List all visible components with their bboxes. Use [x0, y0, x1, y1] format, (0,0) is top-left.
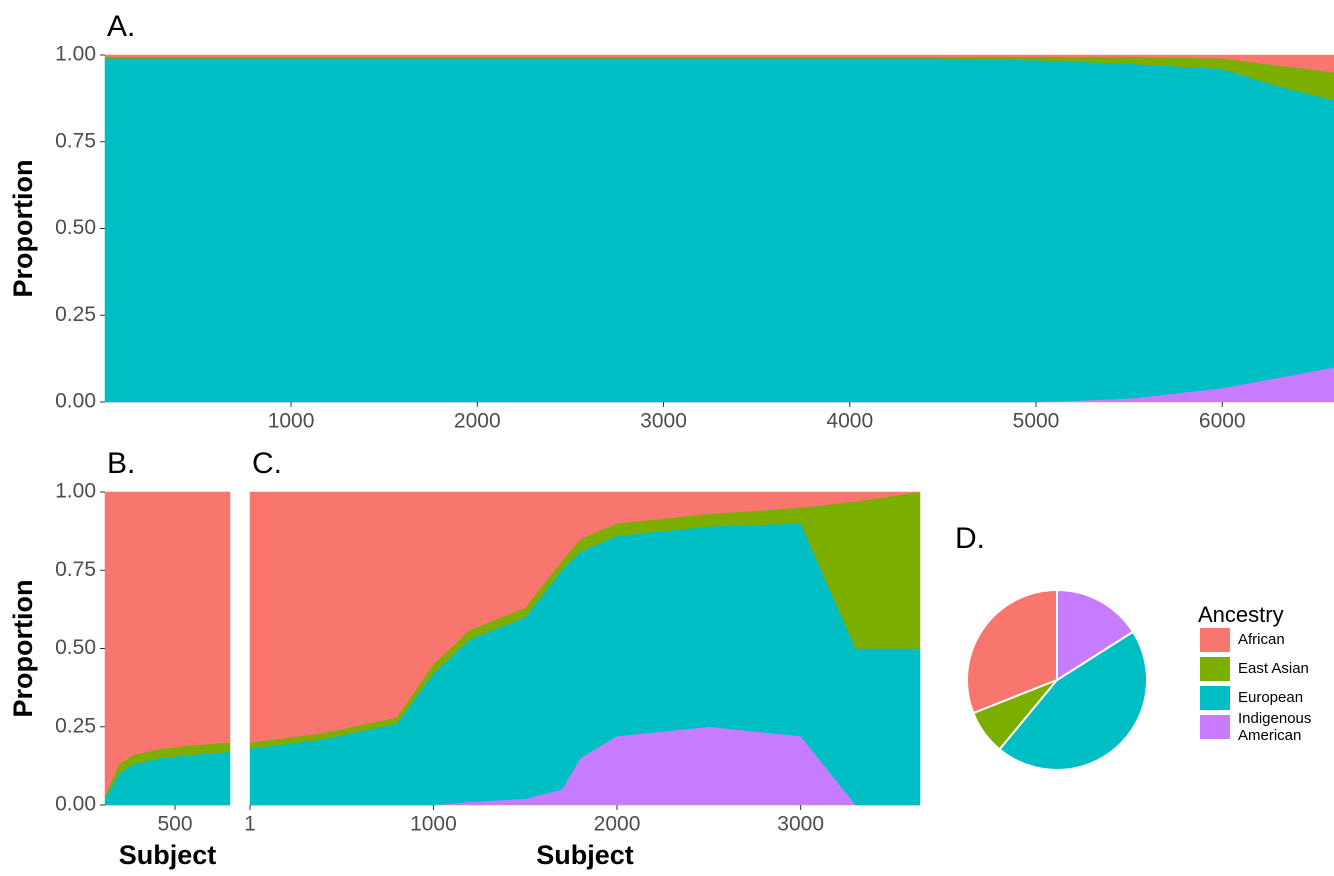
pie-slice	[998, 630, 1148, 771]
pie-slice	[966, 588, 1058, 715]
x-tick-label: 1000	[410, 813, 457, 836]
legend-key	[1200, 628, 1230, 652]
x-tick-label: 2000	[594, 813, 641, 836]
x-tick-label: 1000	[268, 410, 315, 433]
y-tick-label: 0.25	[55, 303, 96, 326]
legend-title: Ancestry	[1198, 602, 1284, 627]
legend-label: Indigenous American	[1238, 710, 1316, 744]
pie-slice	[1056, 588, 1135, 682]
legend-key	[1200, 657, 1230, 681]
x-tick-label: 4000	[826, 410, 873, 433]
y-tick-label: 0.75	[55, 558, 96, 581]
x-tick-label: 500	[157, 813, 192, 836]
y-tick-label: 1.00	[55, 480, 96, 503]
panel-title: D.	[955, 522, 985, 555]
ancestry-area	[104, 54, 1334, 73]
ancestry-area	[104, 491, 231, 796]
x-axis-label: Subject	[119, 840, 217, 870]
legend-key	[1200, 686, 1230, 710]
legend-label: European	[1238, 689, 1303, 706]
y-axis-label: Proportion	[8, 580, 38, 718]
y-tick-label: 0.75	[55, 129, 96, 152]
y-tick-label: 0.25	[55, 714, 96, 737]
x-axis-label: Subject	[536, 840, 634, 870]
x-tick-label: 6000	[1199, 410, 1246, 433]
y-tick-label: 0.50	[55, 216, 96, 239]
legend-label: African	[1238, 631, 1285, 648]
ancestry-area	[249, 491, 921, 743]
ancestry-area	[104, 58, 1334, 403]
legend-key	[1200, 715, 1230, 739]
y-tick-label: 0.50	[55, 636, 96, 659]
panel-title: B.	[107, 447, 135, 480]
x-tick-label: 3000	[640, 410, 687, 433]
y-tick-label: 0.00	[55, 390, 96, 413]
panel-title: C.	[252, 447, 282, 480]
panel-title: A.	[107, 10, 135, 43]
x-tick-label: 2000	[454, 410, 501, 433]
legend-label-line: American	[1238, 727, 1301, 744]
legend-label-line: Indigenous	[1238, 710, 1316, 727]
y-tick-label: 0.00	[55, 793, 96, 816]
x-tick-label: 3000	[777, 813, 824, 836]
x-tick-label: 1	[244, 813, 256, 836]
legend-label: East Asian	[1238, 660, 1309, 677]
y-tick-label: 1.00	[55, 43, 96, 66]
x-tick-label: 5000	[1013, 410, 1060, 433]
y-axis-label: Proportion	[8, 160, 38, 298]
